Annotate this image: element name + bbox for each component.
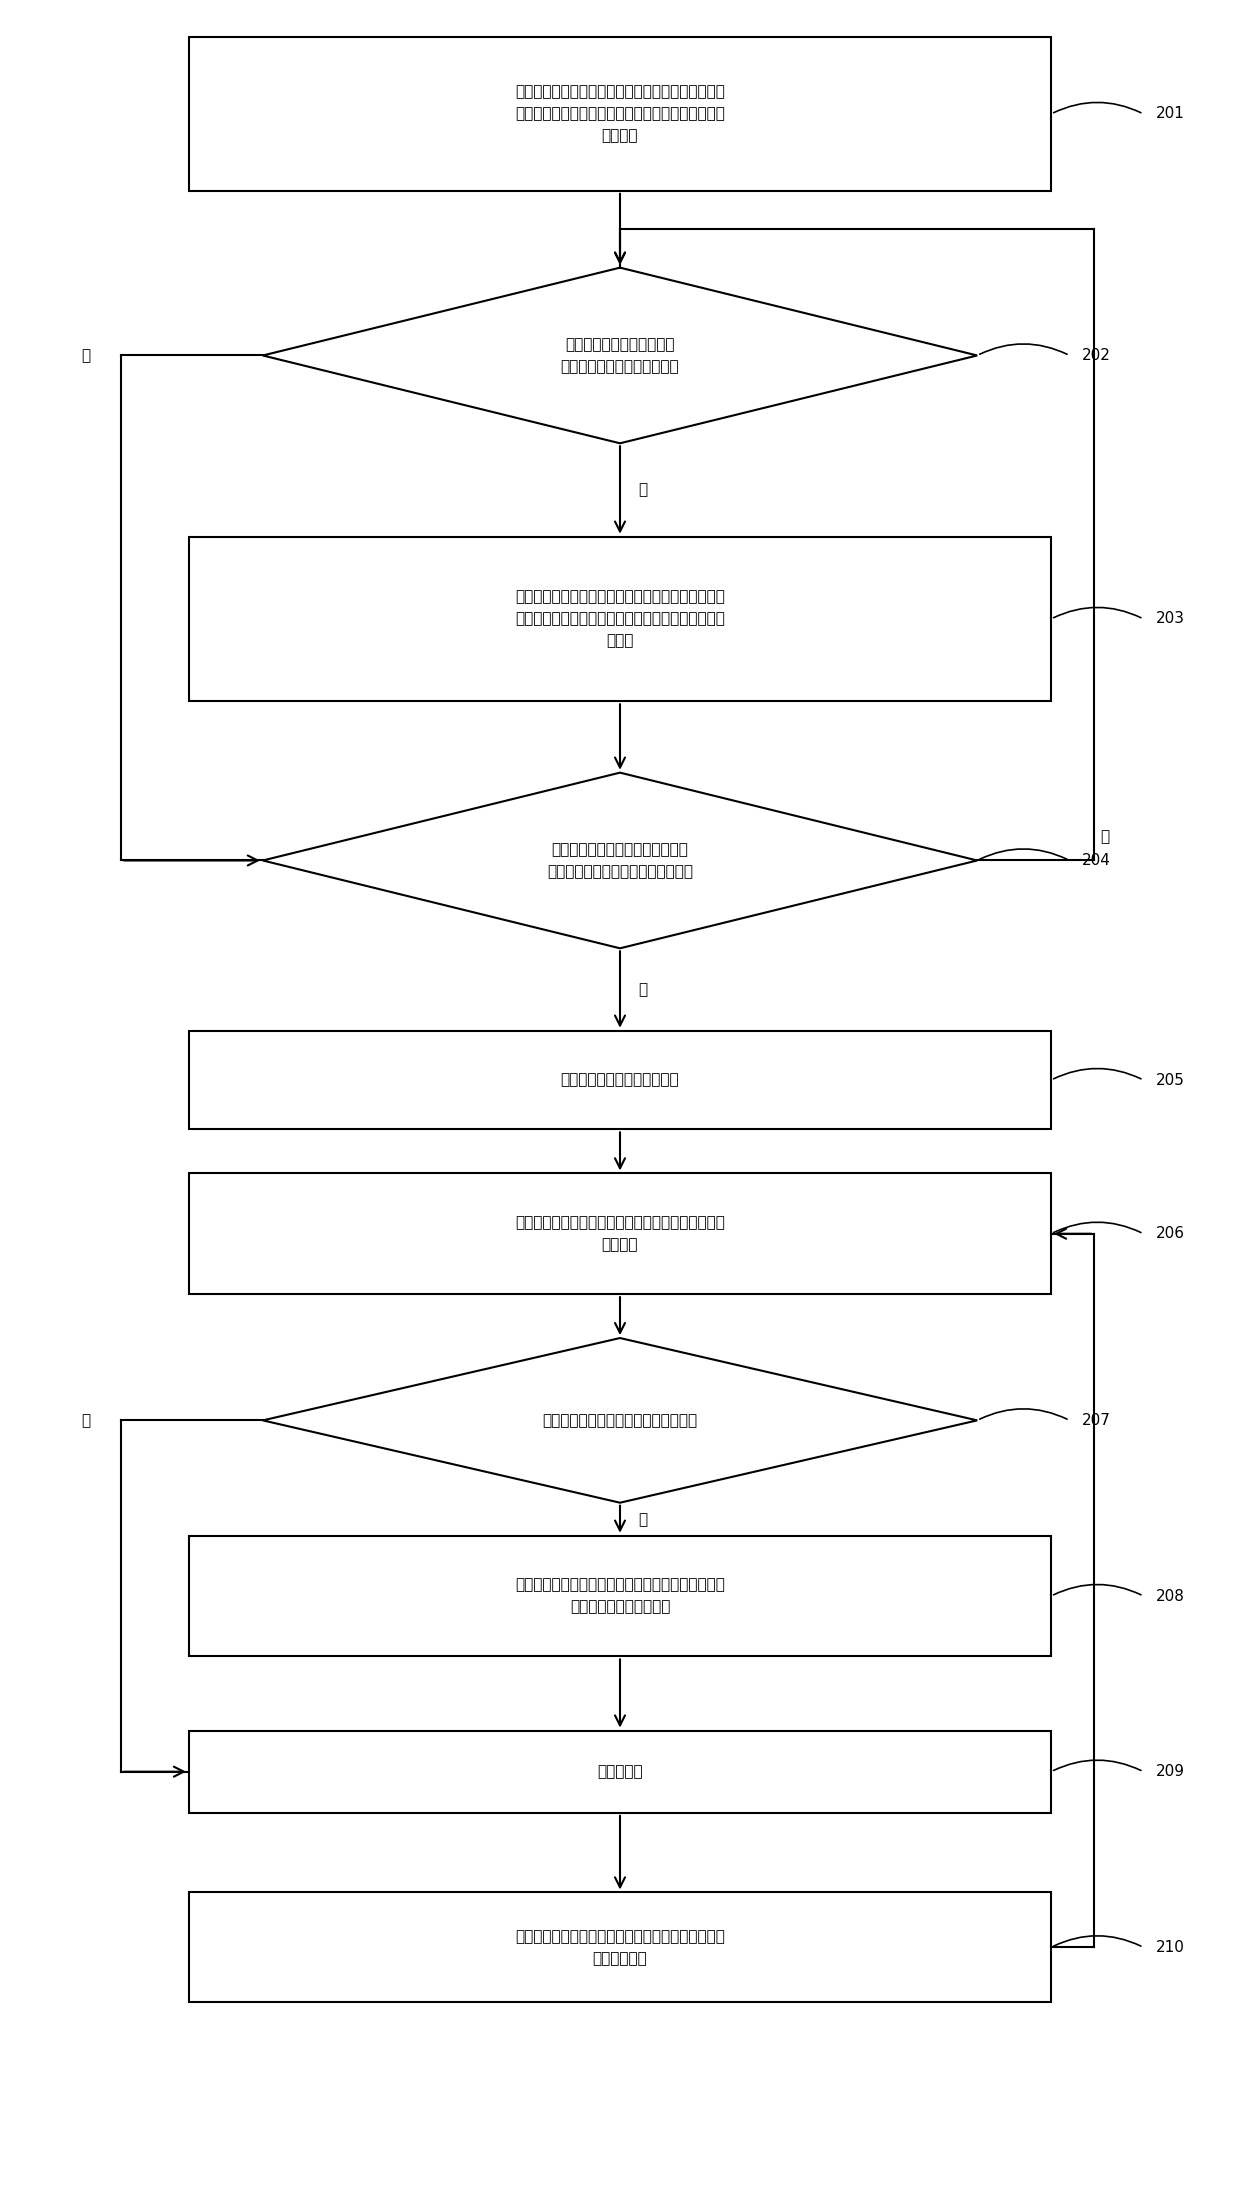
FancyBboxPatch shape [188, 1730, 1052, 1814]
Text: 控制平衡车按照距离感应器确定的行使方向行驶到目
标停靠点: 控制平衡车按照距离感应器确定的行使方向行驶到目 标停靠点 [515, 1214, 725, 1252]
Text: 通过平衡车的距离感应器确定当前位置的在当前位置
为中心的设定距离范围内是否有用于平衡车停靠的参
考停靠点: 通过平衡车的距离感应器确定当前位置的在当前位置 为中心的设定距离范围内是否有用于… [515, 84, 725, 143]
Text: 209: 209 [1156, 1763, 1184, 1779]
Text: 是: 是 [82, 1413, 91, 1428]
Text: 确定当前位置与参考停靠点所在位
置之间的距离是否小于预设距离阈值: 确定当前位置与参考停靠点所在位 置之间的距离是否小于预设距离阈值 [547, 842, 693, 879]
Text: 确定用于平衡车停靠的参考
停靠点的个数是否为两个以上: 确定用于平衡车停靠的参考 停靠点的个数是否为两个以上 [560, 337, 680, 375]
Text: 206: 206 [1156, 1225, 1184, 1241]
Polygon shape [263, 267, 977, 443]
Polygon shape [263, 774, 977, 948]
FancyBboxPatch shape [188, 536, 1052, 701]
FancyBboxPatch shape [188, 1031, 1052, 1128]
FancyBboxPatch shape [188, 1893, 1052, 2001]
Text: 205: 205 [1156, 1073, 1184, 1087]
Text: 204: 204 [1081, 853, 1111, 868]
Text: 208: 208 [1156, 1589, 1184, 1605]
FancyBboxPatch shape [188, 1536, 1052, 1657]
Text: 确定平衡车的重心是否依靠目标停靠点: 确定平衡车的重心是否依靠目标停靠点 [542, 1413, 698, 1428]
Text: 否: 否 [1100, 829, 1110, 844]
Text: 202: 202 [1081, 348, 1111, 364]
Text: 确定参考停靠点为目标停靠点: 确定参考停靠点为目标停靠点 [560, 1073, 680, 1087]
Text: 向用户终端发送停靠协助消息，用于提醒所述用户协
助平衡车停靠: 向用户终端发送停靠协助消息，用于提醒所述用户协 助平衡车停靠 [515, 1928, 725, 1966]
Text: 确定平衡车与两个以上的参考停靠点之间的距离，并
且确定距离的最小值对应的参考停靠点为最优的参考
停靠点: 确定平衡车与两个以上的参考停靠点之间的距离，并 且确定距离的最小值对应的参考停靠… [515, 588, 725, 648]
Text: 是: 是 [639, 483, 647, 498]
Text: 207: 207 [1081, 1413, 1111, 1428]
Text: 210: 210 [1156, 1940, 1184, 1955]
Polygon shape [263, 1338, 977, 1503]
FancyBboxPatch shape [188, 1173, 1052, 1294]
FancyBboxPatch shape [188, 37, 1052, 192]
Text: 是: 是 [639, 983, 647, 996]
Text: 203: 203 [1156, 611, 1184, 626]
Text: 201: 201 [1156, 106, 1184, 121]
Text: 关闭平衡车: 关闭平衡车 [598, 1763, 642, 1779]
Text: 否: 否 [82, 348, 91, 364]
Text: 否: 否 [639, 1512, 647, 1527]
Text: 控制平衡车进行姿态调整，并在平衡车的重心依靠目
标停靠点时停止姿态调整: 控制平衡车进行姿态调整，并在平衡车的重心依靠目 标停靠点时停止姿态调整 [515, 1578, 725, 1616]
